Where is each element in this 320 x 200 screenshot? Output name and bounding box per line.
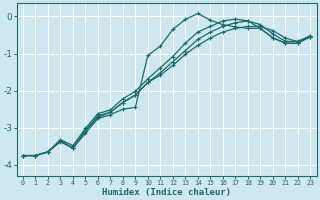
X-axis label: Humidex (Indice chaleur): Humidex (Indice chaleur) <box>102 188 231 197</box>
